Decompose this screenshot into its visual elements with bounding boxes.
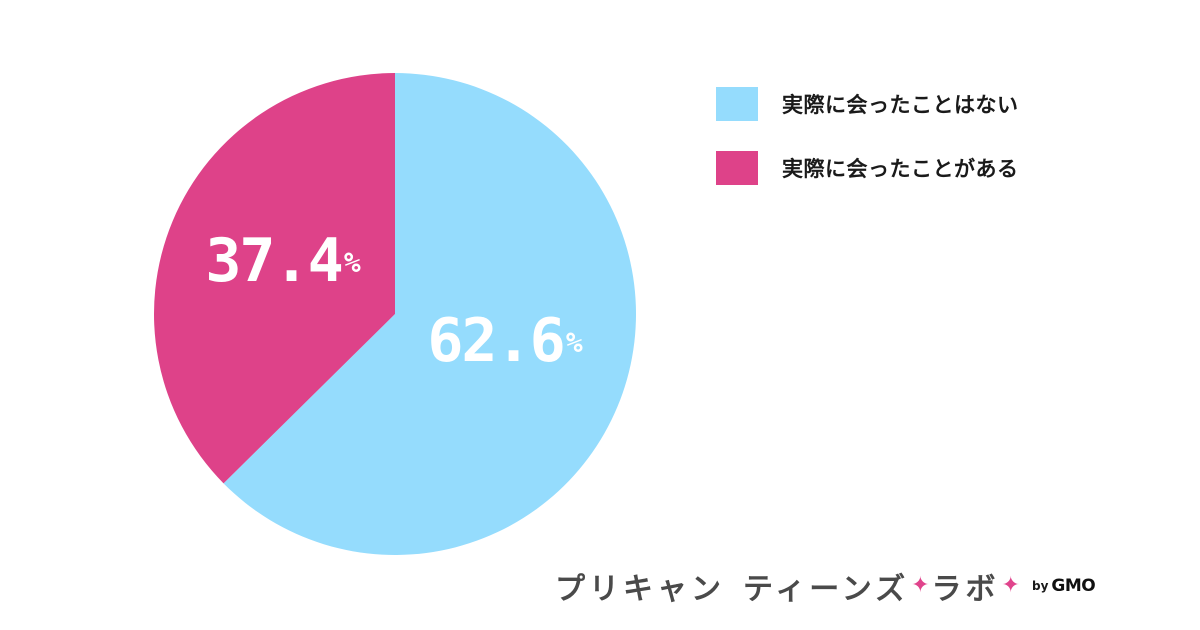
legend-label-never-met: 実際に会ったことはない	[782, 93, 1019, 117]
pie-slice-never-met	[223, 73, 636, 555]
data-label-have-met: 37.4%	[205, 226, 361, 296]
legend-item-never-met: 実際に会ったことはない	[716, 86, 1019, 122]
brand-name-part3: ラボ	[931, 572, 1000, 607]
pie-slice-have-met	[153, 73, 395, 484]
brand-name-part1: プリキャン	[555, 572, 725, 607]
brand-logo: プリキャン ティーンズ ✦ ラボ ✦ by GMO	[555, 566, 1096, 607]
sparkle-icon: ✦	[911, 573, 930, 598]
legend-swatch-never-met	[716, 87, 758, 121]
data-label-never-met: 62.6%	[427, 306, 583, 376]
legend-item-have-met: 実際に会ったことがある	[716, 150, 1019, 186]
legend: 実際に会ったことはない 実際に会ったことがある	[716, 86, 1019, 214]
legend-label-have-met: 実際に会ったことがある	[782, 157, 1019, 181]
sparkle-icon: ✦	[1001, 573, 1020, 598]
pie-data-labels: 62.6% 37.4%	[205, 226, 583, 376]
brand-company: GMO	[1051, 576, 1096, 596]
pie-slices	[153, 73, 636, 555]
brand-by: by	[1031, 579, 1049, 593]
legend-swatch-have-met	[716, 151, 758, 185]
brand-name-part2: ティーンズ	[743, 572, 910, 607]
